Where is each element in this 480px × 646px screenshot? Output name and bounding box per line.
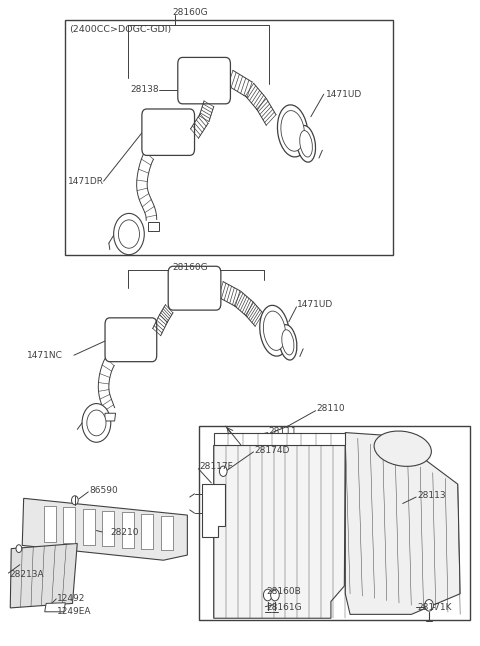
Circle shape (219, 466, 227, 476)
Text: 1471DR: 1471DR (68, 177, 104, 185)
Text: 28161G: 28161G (266, 603, 302, 612)
Text: 28110: 28110 (317, 404, 345, 413)
Text: 28111: 28111 (269, 427, 297, 436)
Polygon shape (214, 446, 345, 618)
FancyBboxPatch shape (178, 57, 230, 104)
Text: 86590: 86590 (89, 486, 118, 495)
Polygon shape (148, 222, 158, 231)
Ellipse shape (279, 325, 297, 360)
Ellipse shape (277, 105, 308, 157)
FancyBboxPatch shape (142, 109, 194, 156)
Text: 28210: 28210 (111, 528, 139, 537)
Ellipse shape (260, 306, 289, 356)
Ellipse shape (281, 110, 304, 151)
Ellipse shape (282, 329, 294, 355)
Text: 28171K: 28171K (417, 603, 452, 612)
Text: 1471UD: 1471UD (298, 300, 334, 309)
Text: 28160G: 28160G (172, 8, 207, 17)
Circle shape (72, 495, 78, 505)
FancyBboxPatch shape (168, 266, 221, 310)
Polygon shape (202, 484, 225, 537)
Text: 28138: 28138 (130, 85, 158, 94)
Text: 28160B: 28160B (266, 587, 301, 596)
Circle shape (425, 599, 433, 611)
Text: 1471NC: 1471NC (27, 351, 63, 360)
Text: 28213A: 28213A (9, 570, 44, 579)
Text: 12492: 12492 (57, 594, 85, 603)
Bar (142, 514, 153, 549)
Bar (44, 506, 56, 541)
Circle shape (264, 589, 272, 601)
Polygon shape (22, 498, 187, 560)
Polygon shape (10, 543, 77, 608)
Circle shape (87, 410, 106, 436)
Bar (161, 516, 173, 550)
Bar (199, 426, 470, 620)
Text: 28174D: 28174D (254, 446, 290, 455)
Bar (83, 509, 95, 545)
Ellipse shape (374, 431, 432, 466)
Circle shape (16, 545, 22, 552)
Polygon shape (345, 433, 460, 614)
Text: (2400CC>DOGC-GDI): (2400CC>DOGC-GDI) (69, 25, 171, 34)
Text: 1249EA: 1249EA (57, 607, 92, 616)
Circle shape (114, 213, 144, 255)
Text: 28117F: 28117F (199, 463, 233, 471)
Bar (65, 20, 393, 255)
Text: 28160G: 28160G (172, 263, 207, 272)
Polygon shape (105, 413, 116, 421)
Text: 1471UD: 1471UD (326, 90, 362, 99)
Bar (122, 512, 134, 548)
Ellipse shape (297, 125, 315, 162)
Ellipse shape (264, 311, 286, 350)
Polygon shape (214, 433, 345, 446)
Ellipse shape (300, 130, 312, 157)
Polygon shape (45, 603, 65, 612)
Circle shape (82, 404, 111, 443)
Bar (102, 510, 114, 546)
Circle shape (271, 589, 279, 601)
Circle shape (119, 220, 140, 248)
Bar (63, 507, 75, 543)
FancyBboxPatch shape (105, 318, 157, 362)
Text: 28113: 28113 (417, 491, 446, 500)
